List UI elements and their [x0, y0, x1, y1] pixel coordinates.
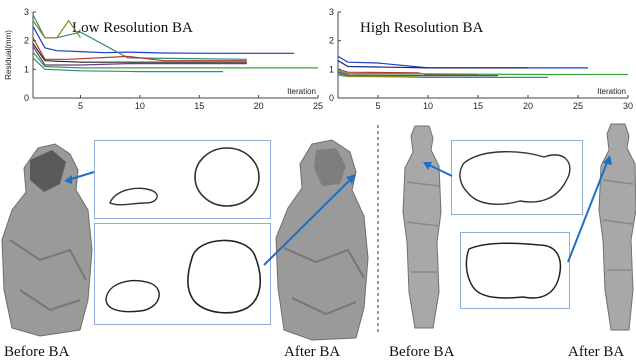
y-tick-label: 3 — [24, 7, 29, 17]
caption-low-after: After BA — [284, 344, 341, 360]
x-tick-label: 5 — [78, 101, 83, 111]
y-tick-label: 1 — [329, 64, 334, 74]
low-res-before-mesh-image — [1, 143, 93, 337]
low-res-inset-top — [94, 140, 271, 219]
y-tick-label: 0 — [329, 93, 334, 103]
low-res-contour-ring — [194, 147, 260, 207]
series-line-4 — [32, 37, 247, 62]
y-tick-label: 0 — [24, 93, 29, 103]
high-res-contour-bottom — [465, 242, 562, 299]
series-line-6 — [32, 43, 247, 63]
arrow-low-after — [263, 177, 353, 266]
x-axis-label: Iteration — [597, 87, 626, 96]
arrow-high-after-head — [603, 155, 612, 165]
series-line-7 — [337, 74, 419, 78]
high-res-inset-top — [451, 140, 583, 215]
x-tick-label: 15 — [194, 101, 204, 111]
arrow-low-before — [67, 171, 95, 181]
x-tick-label: 10 — [423, 101, 433, 111]
low-res-contour-large-after — [187, 239, 262, 314]
high-res-inset-bottom — [460, 232, 570, 309]
high-res-before-mesh-image — [402, 125, 442, 329]
y-axis-label: Residual(mm) — [4, 30, 13, 80]
x-tick-label: 20 — [254, 101, 264, 111]
y-tick-label: 1 — [24, 64, 29, 74]
chart-title-high: High Resolution BA — [360, 20, 484, 36]
low-res-contour-small-after — [105, 280, 160, 313]
arrow-low-before-head — [64, 175, 72, 184]
low-res-contour-small — [109, 187, 158, 206]
series-line-5 — [337, 71, 498, 77]
divider-line — [377, 125, 379, 335]
high-res-contour-top — [459, 151, 571, 205]
series-line-4 — [337, 70, 628, 76]
x-axis-label: Iteration — [287, 87, 316, 96]
y-tick-label: 2 — [329, 36, 334, 46]
arrow-high-after — [567, 159, 609, 263]
series-line-3 — [32, 19, 81, 39]
y-tick-label: 2 — [24, 36, 29, 46]
high-res-after-mesh-image — [598, 123, 636, 331]
chart-high-resolution: 5 10 15 20 25 30 0 1 2 3 Iteration — [329, 7, 633, 111]
series-line-8 — [32, 57, 223, 73]
arrow-high-before — [426, 163, 453, 177]
caption-low-before: Before BA — [4, 344, 70, 360]
series-line-5 — [32, 46, 247, 66]
arrow-high-before-head — [423, 162, 432, 170]
series-line-2 — [337, 60, 528, 69]
series-line-1 — [32, 26, 295, 54]
y-tick-label: 3 — [329, 7, 334, 17]
caption-high-after: After BA — [568, 344, 625, 360]
caption-high-before: Before BA — [389, 344, 455, 360]
x-tick-label: 20 — [523, 101, 533, 111]
chart-title-low: Low Resolution BA — [72, 20, 193, 36]
series-line-7 — [32, 51, 318, 69]
low-res-inset-bottom — [94, 223, 271, 325]
low-res-after-mesh-image — [275, 139, 369, 341]
x-tick-label: 15 — [473, 101, 483, 111]
chart-low-resolution: 5 10 15 20 25 0 1 2 3 Iteration Residual(mm) — [4, 7, 323, 111]
x-tick-label: 5 — [375, 101, 380, 111]
x-tick-label: 10 — [135, 101, 145, 111]
arrow-low-after-head — [346, 174, 356, 184]
x-tick-label: 25 — [573, 101, 583, 111]
x-tick-label: 25 — [313, 101, 323, 111]
x-tick-label: 30 — [623, 101, 633, 111]
